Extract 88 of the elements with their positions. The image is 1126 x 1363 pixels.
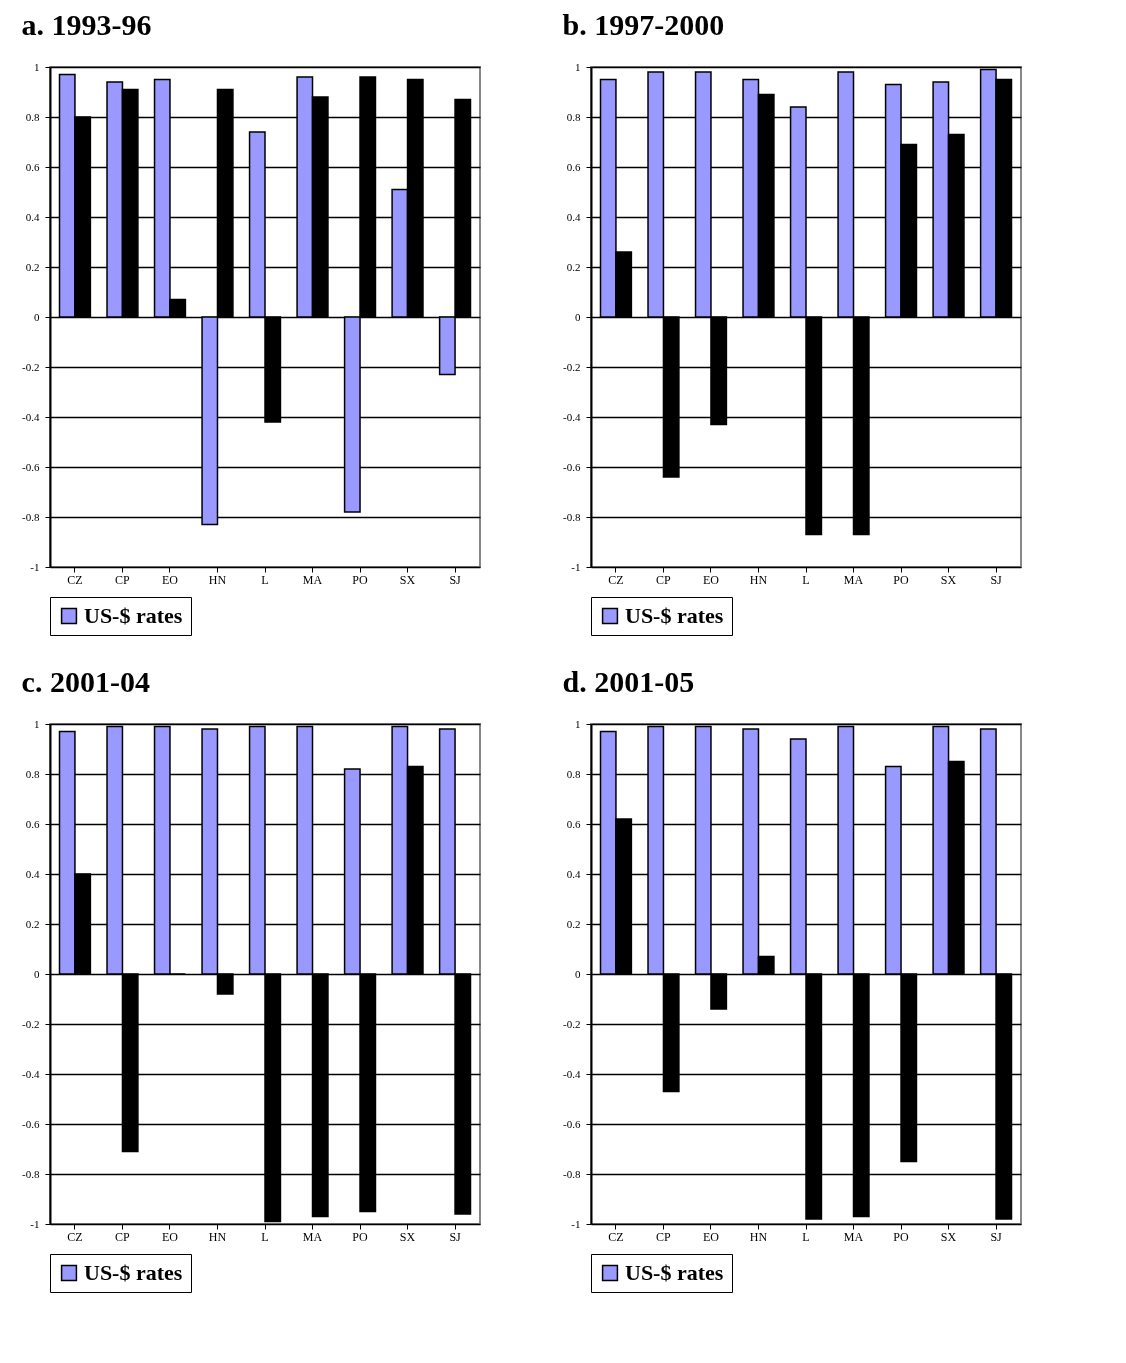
x-tick-label: L: [261, 1229, 269, 1244]
x-tick-label: L: [802, 1229, 810, 1244]
x-tick-label: CP: [656, 572, 672, 587]
y-tick-label: 0.8: [566, 767, 581, 780]
x-tick-label: PO: [893, 1229, 910, 1244]
y-tick-label: -0.8: [22, 510, 40, 523]
chart-title: b. 1997-2000: [562, 8, 725, 41]
x-tick-label: CZ: [608, 1229, 624, 1244]
x-tick-label: SJ: [990, 1229, 1003, 1244]
y-tick-label: 0.4: [25, 867, 40, 880]
x-tick-label: PO: [893, 572, 910, 587]
x-tick-label: CZ: [67, 572, 83, 587]
y-tick-label: 1: [34, 717, 40, 730]
y-tick-label: -0.6: [22, 460, 40, 473]
y-tick-label: -0.8: [563, 510, 581, 523]
chart-title: a. 1993-96: [21, 8, 152, 41]
y-tick-label: 1: [34, 60, 40, 73]
y-tick-label: -1: [571, 1217, 581, 1230]
y-tick-label: -0.6: [22, 1117, 40, 1130]
y-tick-label: 1: [575, 717, 581, 730]
y-tick-label: 0.8: [25, 110, 40, 123]
y-tick-label: 0.2: [25, 917, 40, 930]
legend-label: US-$ rates: [625, 603, 724, 628]
y-tick-label: 0.4: [25, 210, 40, 223]
y-tick-label: 0.6: [566, 817, 581, 830]
chart-title: c. 2001-04: [21, 665, 150, 698]
y-tick-label: 0.6: [566, 160, 581, 173]
y-tick-label: 0: [575, 967, 581, 980]
x-tick-label: CP: [115, 572, 131, 587]
x-tick-label: MA: [302, 1229, 323, 1244]
y-tick-label: 0.8: [25, 767, 40, 780]
legend-label: US-$ rates: [625, 1260, 724, 1285]
x-tick-label: EO: [161, 1229, 179, 1244]
x-tick-label: MA: [843, 1229, 864, 1244]
y-tick-label: 0: [575, 310, 581, 323]
y-tick-label: -0.2: [22, 360, 40, 373]
y-tick-label: -0.4: [563, 1067, 581, 1080]
x-tick-label: CP: [115, 1229, 131, 1244]
y-tick-label: -0.6: [563, 460, 581, 473]
x-tick-label: SJ: [449, 572, 462, 587]
y-tick-label: -1: [571, 560, 581, 573]
y-tick-label: 1: [575, 60, 581, 73]
y-tick-label: 0: [34, 967, 40, 980]
y-tick-label: -1: [30, 1217, 40, 1230]
y-tick-label: 0.6: [25, 160, 40, 173]
y-tick-label: -0.4: [563, 410, 581, 423]
y-tick-label: -0.2: [22, 1017, 40, 1030]
legend-label: US-$ rates: [84, 603, 183, 628]
y-tick-label: 0.2: [566, 917, 581, 930]
y-tick-label: 0.8: [566, 110, 581, 123]
x-tick-label: SJ: [990, 572, 1003, 587]
x-tick-label: CZ: [67, 1229, 83, 1244]
y-tick-label: -0.8: [563, 1167, 581, 1180]
legend-label: US-$ rates: [84, 1260, 183, 1285]
y-tick-label: 0.6: [25, 817, 40, 830]
y-tick-label: -0.4: [22, 1067, 40, 1080]
x-tick-label: L: [261, 572, 269, 587]
y-tick-label: -1: [30, 560, 40, 573]
y-tick-label: 0.4: [566, 867, 581, 880]
x-tick-label: SX: [940, 572, 957, 587]
y-tick-label: -0.2: [563, 360, 581, 373]
x-tick-label: SX: [940, 1229, 957, 1244]
y-tick-label: 0.4: [566, 210, 581, 223]
x-tick-label: SJ: [449, 1229, 462, 1244]
x-tick-label: HN: [208, 1229, 227, 1244]
x-tick-label: CP: [656, 1229, 672, 1244]
y-tick-label: 0.2: [566, 260, 581, 273]
x-tick-label: MA: [302, 572, 323, 587]
y-tick-label: 0: [34, 310, 40, 323]
x-tick-label: HN: [749, 572, 768, 587]
chart-title: d. 2001-05: [562, 665, 695, 698]
x-tick-label: SX: [399, 572, 416, 587]
x-tick-label: EO: [702, 1229, 720, 1244]
y-tick-label: -0.4: [22, 410, 40, 423]
y-tick-label: -0.8: [22, 1167, 40, 1180]
x-tick-label: SX: [399, 1229, 416, 1244]
x-tick-label: PO: [352, 572, 369, 587]
x-tick-label: EO: [702, 572, 720, 587]
x-tick-label: CZ: [608, 572, 624, 587]
x-tick-label: EO: [161, 572, 179, 587]
y-tick-label: -0.2: [563, 1017, 581, 1030]
x-tick-label: L: [802, 572, 810, 587]
x-tick-label: PO: [352, 1229, 369, 1244]
x-tick-label: MA: [843, 572, 864, 587]
y-tick-label: -0.6: [563, 1117, 581, 1130]
x-tick-label: HN: [749, 1229, 768, 1244]
y-tick-label: 0.2: [25, 260, 40, 273]
x-tick-label: HN: [208, 572, 227, 587]
